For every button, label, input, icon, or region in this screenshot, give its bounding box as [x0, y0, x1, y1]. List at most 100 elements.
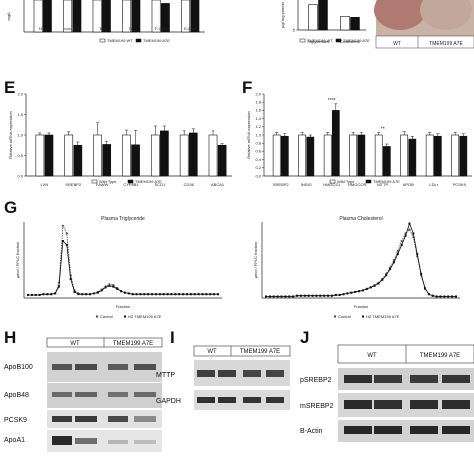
- category-label: LDLr: [429, 182, 438, 187]
- blot-j-row-label-bactin: B-Actin: [300, 428, 323, 435]
- legend-swatch: [135, 38, 142, 43]
- bar-chart-top-left: mg/L HDL non-HDL TG TC F-Chol E-Chol TMEM199 WT…: [6, 0, 205, 43]
- bar-series-1: [63, 0, 73, 33]
- data-point-a7e: [303, 294, 306, 297]
- data-point-a7e: [201, 293, 204, 296]
- data-point-a7e: [81, 293, 84, 296]
- bar-series-2: [331, 110, 340, 177]
- blot-band: [266, 370, 284, 377]
- bar-series-2: [44, 134, 54, 177]
- category-label: CYP8B1: [123, 182, 139, 187]
- blot-h-row-label-apoa1: ApoA1: [4, 437, 25, 444]
- bar-series-2: [101, 0, 111, 33]
- y-tick-label: 1.0: [17, 132, 23, 137]
- bar-series-2: [160, 3, 170, 33]
- blot-j-group-wt: WT: [367, 353, 377, 359]
- data-point-a7e: [112, 285, 115, 288]
- data-point-a7e: [151, 293, 154, 296]
- blot-i-group-a7e: TMEM199 A7E: [240, 349, 280, 355]
- blot-band: [134, 416, 156, 422]
- blot-band: [344, 400, 372, 409]
- western-blot-h: WT TMEM199 A7E ApoB100 ApoB48 PCSK9 ApoA…: [4, 337, 163, 452]
- blot-j-group-a7e: TMEM199 A7E: [420, 353, 460, 359]
- blot-j-lane-psrebp2: [338, 368, 474, 390]
- blot-band: [218, 397, 236, 403]
- blot-i-row-label-mttp: MTTP: [156, 372, 175, 379]
- bar-series-2: [188, 132, 198, 177]
- legend-swatch: [335, 38, 342, 43]
- data-point-a7e: [408, 222, 411, 225]
- legend-label: TMEM199 WT: [107, 38, 133, 43]
- panel-label-g: G: [4, 198, 17, 217]
- data-point-a7e: [104, 286, 107, 289]
- photo-label-wt: WT: [393, 41, 401, 47]
- y-tick-label: 0.4: [255, 157, 261, 162]
- data-point-a7e: [123, 291, 126, 294]
- liver-a7e-image: [420, 0, 472, 30]
- data-point-a7e: [447, 295, 450, 298]
- bar-series-2: [72, 0, 82, 33]
- bar-series-1: [323, 134, 332, 177]
- western-blot-i: WT TMEM199 A7E MTTP GAPDH: [156, 345, 291, 410]
- panel-label-j: J: [300, 328, 309, 347]
- blot-band: [75, 364, 97, 370]
- blot-band: [266, 397, 284, 403]
- data-point-a7e: [205, 293, 208, 296]
- legend-swatch: [127, 179, 134, 184]
- blot-band: [344, 426, 372, 434]
- bar-series-1: [92, 0, 102, 33]
- y-tick-label: 0.8: [255, 141, 261, 146]
- photo-label-box: [375, 35, 474, 49]
- blot-h-row-label-pcsk9: PCSK9: [4, 417, 27, 424]
- data-point-a7e: [338, 293, 341, 296]
- y-tick-label: 2.0: [17, 91, 23, 96]
- blot-band: [374, 375, 402, 383]
- data-point-control: [61, 224, 64, 227]
- bar-series-2: [217, 144, 227, 177]
- bar-series-1: [179, 134, 189, 177]
- data-point-a7e: [381, 278, 384, 281]
- data-point-a7e: [443, 295, 446, 298]
- data-point-a7e: [435, 295, 438, 298]
- blot-band: [218, 370, 236, 377]
- blot-band: [134, 392, 156, 397]
- legend-marker: [333, 315, 337, 318]
- data-point-a7e: [276, 295, 279, 298]
- y-tick-label: 1.0: [255, 132, 261, 137]
- data-point-a7e: [193, 293, 196, 296]
- data-point-a7e: [455, 295, 457, 298]
- bar-series-1: [150, 134, 160, 177]
- blot-h-group-wt: WT: [70, 341, 80, 347]
- data-point-a7e: [412, 232, 415, 235]
- data-point-a7e: [288, 295, 291, 298]
- blot-band: [108, 364, 128, 370]
- data-point-a7e: [420, 272, 423, 275]
- data-point-a7e: [217, 293, 219, 296]
- bar-series-1: [122, 134, 131, 177]
- bar-series-1: [35, 134, 45, 177]
- data-point-a7e: [162, 293, 165, 296]
- data-point-control: [65, 232, 68, 235]
- category-label: SREBP2: [273, 182, 290, 187]
- data-point-a7e: [166, 293, 169, 296]
- category-label: LXN: [41, 182, 49, 187]
- significance-marker: ****: [328, 98, 336, 104]
- blot-h-lane-pcsk9: [47, 410, 162, 428]
- line-chart-g-right: Plasma Cholesterol Fraction µmol / FPLC fr…: [253, 216, 460, 319]
- blot-band: [442, 400, 470, 409]
- data-point-a7e: [427, 293, 430, 296]
- legend-label: TMEM199 A7E: [373, 179, 400, 184]
- legend-label: Wild Type: [337, 179, 355, 184]
- blot-band: [442, 426, 470, 434]
- bar-series-1: [298, 134, 307, 177]
- data-point-a7e: [69, 278, 72, 280]
- blot-i-lane-gapdh: [194, 390, 290, 410]
- legend-swatch: [99, 38, 106, 43]
- y-tick-label: 0.5: [17, 153, 23, 158]
- category-label: HMGCOR: [348, 182, 366, 187]
- data-point-a7e: [404, 234, 407, 237]
- category-label: HDL: [39, 26, 48, 31]
- bar-series-1: [181, 0, 191, 33]
- bar-series-1: [122, 0, 132, 33]
